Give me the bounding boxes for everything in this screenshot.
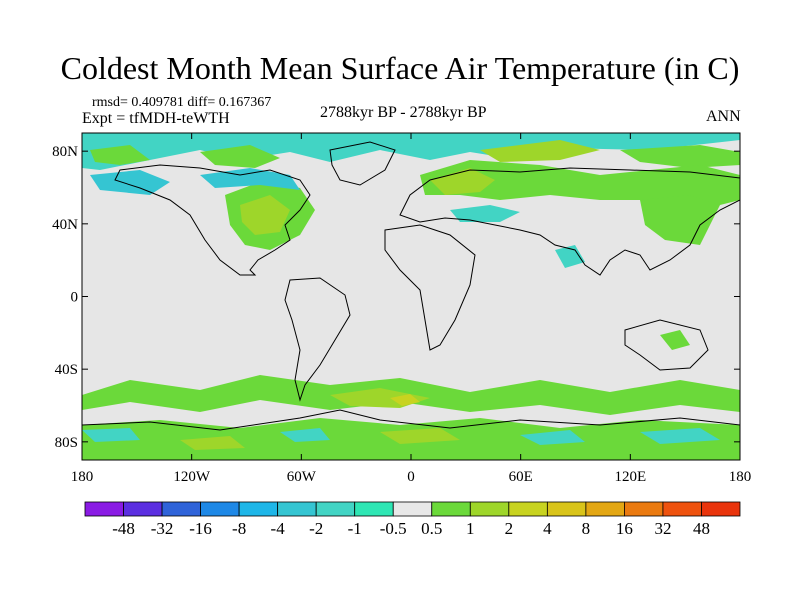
anomaly-region-canada [200, 168, 300, 190]
anomaly-region-australia [660, 330, 690, 350]
colorbar-label: -48 [112, 519, 135, 538]
lon-label: 60W [287, 469, 317, 485]
anomaly-region-east-asia [640, 195, 720, 245]
anomaly-region-india [555, 245, 585, 268]
anomaly-region-antarctica-positive [380, 428, 460, 444]
coastline-antarctica [82, 409, 740, 431]
colorbar-swatch [431, 501, 471, 517]
colorbar-swatch [84, 501, 124, 517]
lon-label: 60E [509, 469, 533, 485]
coastline-australia [624, 319, 709, 371]
lon-label: 120E [614, 469, 646, 485]
anomaly-fields [82, 133, 740, 460]
colorbar-swatch [238, 501, 279, 517]
colorbar-label: -1 [348, 519, 362, 538]
colorbar-swatch [354, 501, 394, 517]
lat-label: 40N [52, 217, 78, 233]
colorbar-swatch [585, 501, 625, 517]
season-label: ANN [706, 108, 741, 125]
longitude-axis: 180 120W 60W 0 60E 120E 180 [71, 133, 752, 485]
anomaly-region-arctic-negative [82, 133, 740, 170]
coastlines [82, 141, 740, 431]
colorbar-label: -8 [232, 519, 246, 538]
lat-label: 40S [55, 362, 78, 378]
colorbar-swatch [624, 501, 664, 517]
colorbar-label: 16 [616, 519, 633, 538]
colorbar-swatch [701, 501, 741, 517]
coastline-eurasia [399, 167, 740, 276]
experiment-label: Expt = tfMDH-teWTH [82, 110, 230, 127]
lon-label: 180 [71, 469, 94, 485]
colorbar-label: 1 [466, 519, 475, 538]
anomaly-region-north-america-core [240, 195, 290, 235]
coastline-greenland [329, 141, 396, 186]
colorbar-swatch [161, 501, 201, 517]
colorbar-label: 4 [543, 519, 552, 538]
map-plot [82, 133, 740, 460]
stats-text: rmsd= 0.409781 diff= 0.167367 [92, 95, 272, 110]
lon-label: 0 [407, 469, 415, 485]
colorbar-label: 48 [693, 519, 710, 538]
colorbar-label: 2 [505, 519, 514, 538]
anomaly-region-eurasia [420, 160, 740, 210]
colorbar-swatch [392, 501, 433, 517]
colorbar-label: -16 [189, 519, 212, 538]
colorbar-label: 0.5 [421, 519, 442, 538]
anomaly-region-antarctica-negative [280, 428, 330, 442]
colorbar: -48 -32 -16 -8 -4 -2 -1 -0.5 0.5 1 2 4 8 16 32 48 [84, 501, 741, 538]
colorbar-swatch [662, 501, 702, 517]
anomaly-region-pacific-nw [90, 170, 170, 195]
anomaly-region-arctic-positive [480, 140, 600, 162]
coastline-africa [384, 224, 476, 351]
anomaly-region-antarctica-negative [640, 428, 720, 444]
chart-title: Coldest Month Mean Surface Air Temperatu… [60, 50, 740, 86]
lon-label: 180 [729, 469, 752, 485]
colorbar-swatch [508, 501, 548, 517]
latitude-axis: 80N 40N 0 40S 80S [52, 144, 740, 451]
colorbar-label: 32 [654, 519, 671, 538]
anomaly-region-mediterranean [450, 205, 520, 222]
anomaly-region-southern-ocean-core [390, 394, 420, 406]
anomaly-region-antarctica-positive [180, 436, 245, 450]
anomaly-region-arctic-positive [90, 145, 150, 165]
anomaly-region-arctic-positive [620, 145, 740, 168]
colorbar-label: -32 [151, 519, 174, 538]
lon-label: 120W [173, 469, 211, 485]
colorbar-swatch [277, 501, 317, 517]
anomaly-region-arctic-positive [200, 145, 280, 168]
lat-label: 80S [55, 435, 78, 451]
colorbar-label: -0.5 [380, 519, 407, 538]
lat-label: 0 [71, 290, 79, 306]
anomaly-region-scandinavia [430, 168, 495, 195]
lat-label: 80N [52, 144, 78, 160]
anomaly-region-antarctica-negative [520, 430, 585, 445]
colorbar-label: -4 [271, 519, 286, 538]
colorbar-swatch [469, 501, 510, 517]
coastline-north-america [114, 164, 311, 276]
colorbar-swatch [546, 501, 587, 517]
colorbar-swatch [123, 501, 163, 517]
colorbar-swatch [200, 501, 240, 517]
colorbar-swatch [315, 501, 356, 517]
colorbar-label: -2 [309, 519, 323, 538]
anomaly-region-antarctica-negative [82, 428, 140, 442]
colorbar-label: 8 [582, 519, 591, 538]
period-label: 2788kyr BP - 2788kyr BP [320, 104, 487, 121]
coastline-south-america [284, 277, 351, 402]
